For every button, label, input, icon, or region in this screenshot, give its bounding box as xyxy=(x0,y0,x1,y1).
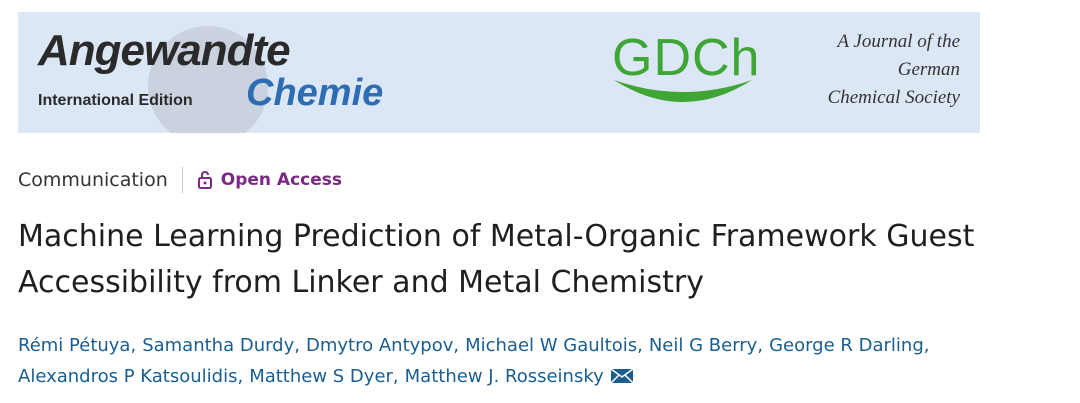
arc-shape xyxy=(614,80,752,102)
author[interactable]: Samantha Durdy, xyxy=(142,335,300,356)
journal-edition: International Edition xyxy=(38,92,193,109)
article-meta: Communication Open Access xyxy=(18,167,342,193)
journal-name: Angewandte xyxy=(38,26,291,75)
article-title: Machine Learning Prediction of Metal-Org… xyxy=(18,214,974,306)
article-type: Communication xyxy=(18,169,168,191)
society-logo-arc xyxy=(614,80,752,102)
journal-sub: Chemie xyxy=(246,72,384,114)
logo-circle xyxy=(148,26,268,133)
author-line: Alexandros P Katsoulidis, Matthew S Dyer,… xyxy=(18,361,935,392)
society-line: A Journal of the xyxy=(837,31,960,52)
author-line: Rémi Pétuya, Samantha Durdy, Dmytro Antypo… xyxy=(18,330,935,361)
email-icon[interactable] xyxy=(610,368,634,384)
journal-banner[interactable]: Angewandte International Edition Chemie … xyxy=(18,12,980,133)
author[interactable]: Neil G Berry, xyxy=(648,335,764,356)
author[interactable]: Matthew S Dyer, xyxy=(249,366,399,387)
author-list: Rémi Pétuya, Samantha Durdy, Dmytro Antypo… xyxy=(18,330,935,392)
open-access[interactable]: Open Access xyxy=(220,170,343,190)
author[interactable]: Alexandros P Katsoulidis, xyxy=(18,366,244,387)
separator xyxy=(181,167,183,193)
society-line: German xyxy=(897,59,960,80)
lock-icon xyxy=(197,171,212,189)
title-line: Accessibility from Linker and Metal Chem… xyxy=(18,265,704,300)
author[interactable]: Rémi Pétuya, xyxy=(18,335,137,356)
society-text: A Journal of the German Chemical Society xyxy=(788,28,960,112)
author[interactable]: Matthew J. Rosseinsky xyxy=(404,366,604,387)
author[interactable]: Dmytro Antypov, xyxy=(306,335,460,356)
society-line: Chemical Society xyxy=(827,87,960,108)
title-line: Machine Learning Prediction of Metal-Org… xyxy=(18,219,975,254)
author[interactable]: George R Darling, xyxy=(769,335,930,356)
society-logo: GDCh xyxy=(612,29,761,87)
author[interactable]: Michael W Gaultois, xyxy=(465,335,643,356)
